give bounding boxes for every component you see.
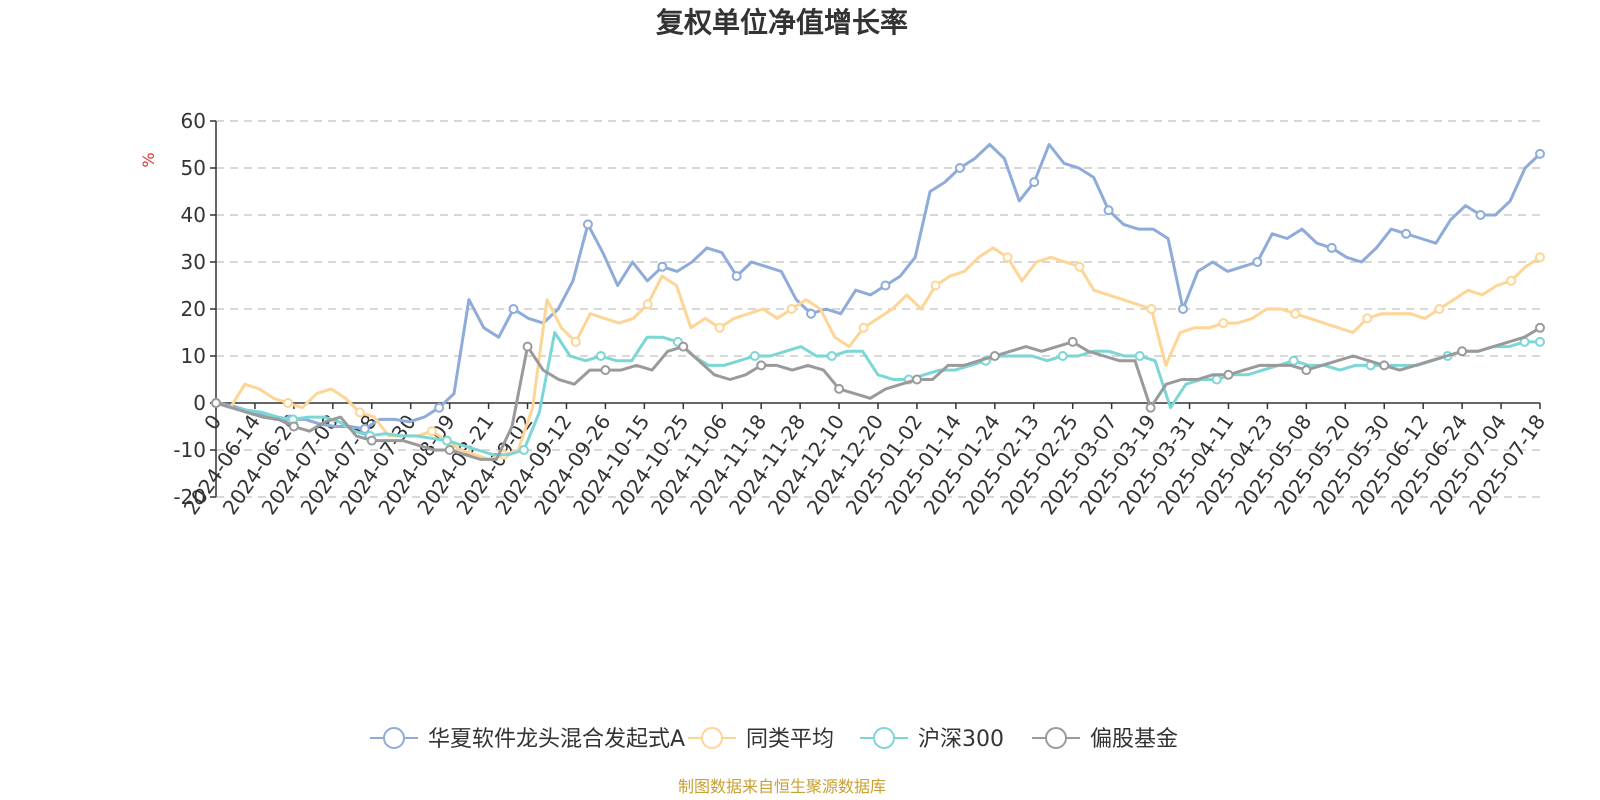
y-tick-label: 0	[193, 391, 206, 415]
y-tick-label: 30	[181, 250, 206, 274]
data-point	[1290, 308, 1301, 319]
legend-swatch-marker	[383, 727, 405, 749]
data-point	[354, 407, 365, 418]
data-point	[366, 435, 377, 446]
data-point	[1326, 242, 1337, 253]
axes: -20-10010203040506002024-06-142024-06-26…	[173, 109, 1550, 519]
series-lines	[211, 143, 1545, 461]
data-point	[426, 426, 437, 437]
data-point	[1535, 322, 1545, 333]
y-axis-label: %	[139, 152, 158, 167]
data-point	[1252, 257, 1263, 267]
data-point	[930, 280, 941, 291]
data-point	[678, 341, 689, 352]
data-point	[570, 336, 581, 347]
data-point	[954, 163, 965, 173]
data-point	[1434, 304, 1445, 314]
data-point	[508, 304, 519, 314]
data-point	[211, 398, 221, 408]
y-tick-label: -20	[173, 485, 206, 509]
data-point	[1457, 346, 1468, 357]
legend: 华夏软件龙头混合发起式A 同类平均 沪深300 偏股基金	[370, 727, 1178, 752]
data-point	[441, 435, 452, 446]
data-point	[642, 299, 653, 310]
data-point	[826, 351, 837, 361]
data-point	[1074, 261, 1085, 272]
data-point	[1218, 318, 1229, 329]
x-tick-label: 0	[199, 410, 226, 434]
data-point	[595, 351, 606, 361]
data-point	[1067, 336, 1078, 347]
legend-label: 同类平均	[746, 727, 834, 752]
y-tick-label: 10	[181, 344, 206, 368]
data-point	[288, 421, 299, 432]
data-point	[834, 383, 845, 394]
data-point	[749, 351, 760, 361]
data-point	[806, 308, 817, 319]
data-point	[1146, 304, 1157, 314]
data-point	[1134, 351, 1145, 361]
legend-swatch-marker	[873, 727, 895, 749]
legend-swatch-marker	[1045, 727, 1067, 749]
y-tick-label: 20	[181, 297, 206, 321]
data-point	[1223, 369, 1234, 380]
data-point	[756, 360, 767, 371]
data-point	[989, 351, 1000, 361]
data-point	[911, 374, 922, 385]
data-point	[1029, 177, 1040, 188]
data-point	[880, 280, 891, 291]
data-point	[582, 219, 593, 230]
data-point	[1301, 365, 1312, 376]
data-point	[1211, 374, 1222, 385]
legend-label: 偏股基金	[1090, 727, 1178, 752]
data-point	[600, 365, 611, 376]
data-point	[1535, 336, 1545, 347]
data-point	[714, 322, 725, 333]
data-point	[522, 341, 533, 352]
chart-title: 复权单位净值增长率	[656, 6, 908, 39]
legend-label: 华夏软件龙头混合发起式A	[428, 727, 685, 752]
data-point	[1475, 210, 1486, 220]
data-point	[1362, 313, 1373, 324]
data-point	[1535, 252, 1545, 263]
data-point	[1145, 402, 1156, 413]
y-tick-label: 50	[181, 156, 206, 180]
data-point	[1177, 304, 1188, 314]
data-point	[1288, 355, 1299, 366]
data-point	[282, 398, 293, 408]
y-tick-label: 40	[181, 203, 206, 227]
y-tick-label: -10	[173, 438, 206, 462]
data-point	[444, 445, 455, 455]
data-point	[657, 261, 668, 272]
grid-lines	[216, 120, 1540, 498]
data-point	[1535, 148, 1545, 159]
source-note: 制图数据来自恒生聚源数据库	[678, 777, 886, 796]
data-point	[1057, 351, 1068, 361]
data-point	[731, 271, 742, 282]
data-point	[1379, 360, 1390, 371]
data-point	[858, 322, 869, 333]
legend-swatch-marker	[701, 727, 723, 749]
series-line-0	[215, 143, 1542, 431]
series-line-1	[215, 246, 1541, 461]
data-point	[1002, 252, 1013, 263]
data-point	[434, 402, 445, 413]
legend-label: 沪深300	[918, 727, 1004, 752]
y-tick-label: 60	[181, 109, 206, 133]
data-point	[1103, 205, 1114, 216]
data-point	[1401, 228, 1412, 239]
data-point	[518, 445, 529, 455]
data-point	[786, 304, 797, 314]
data-point	[1506, 275, 1517, 286]
series-line-3	[215, 326, 1541, 461]
